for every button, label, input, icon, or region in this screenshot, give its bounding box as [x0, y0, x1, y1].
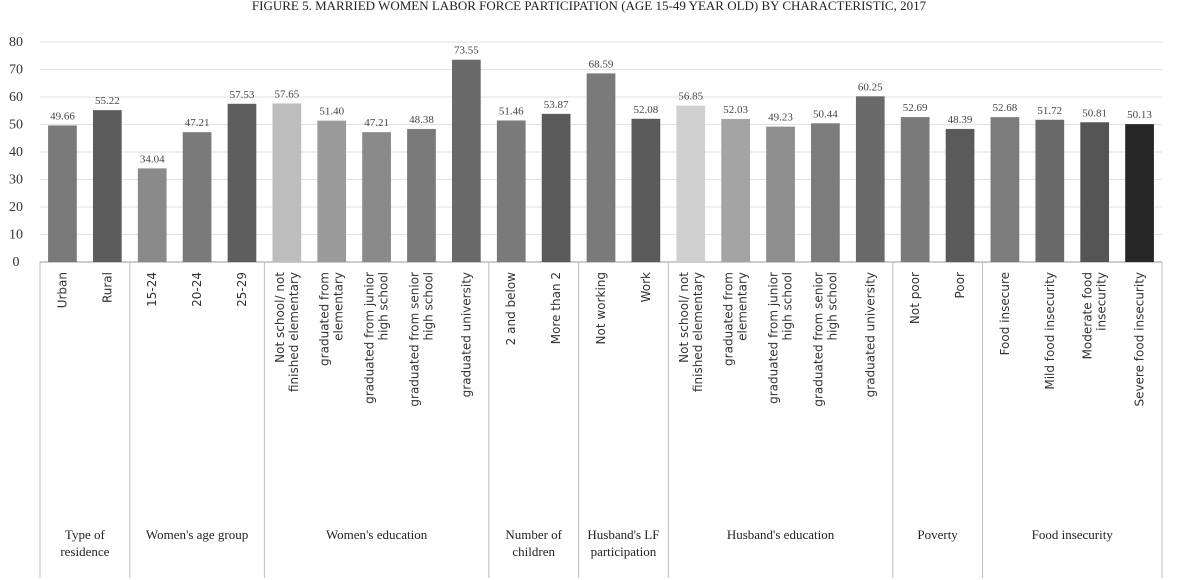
data-label: 52.68 [993, 102, 1018, 114]
category-label: 15-24 [145, 272, 159, 307]
data-label: 57.65 [274, 88, 299, 100]
bar-0-0 [48, 125, 77, 262]
bar-3-0 [496, 120, 526, 263]
bar-0-1 [92, 110, 122, 262]
category-label: 20-24 [190, 272, 204, 307]
category-label: Not school/ notfinished elementary [273, 272, 301, 392]
group-label: Husband's LF participation [587, 527, 659, 559]
group-label: Husband's education [727, 527, 835, 542]
category-label: Severe food insecurity [1133, 272, 1147, 407]
category-label: Rural [100, 272, 114, 303]
bar-2-0 [272, 103, 302, 263]
bar-4-0 [586, 73, 616, 262]
data-label: 47.21 [364, 117, 389, 129]
data-label: 52.69 [903, 102, 928, 114]
category-label: Urban [55, 272, 69, 308]
group-label: Poverty [917, 527, 958, 542]
bar-4-1 [631, 118, 661, 262]
data-label: 56.85 [678, 91, 703, 103]
group-label: Women's age group [146, 527, 248, 542]
category-label: graduated university [459, 272, 473, 397]
bar-5-3 [811, 123, 840, 262]
category-label: Food insecure [998, 272, 1012, 355]
data-label: 34.04 [140, 153, 165, 165]
data-label: 48.39 [948, 114, 973, 126]
category-label: graduated from juniorhigh school [767, 272, 795, 404]
category-label: graduated from seniorhigh school [407, 272, 435, 407]
data-label: 50.13 [1127, 109, 1152, 121]
bar-6-1 [945, 128, 975, 262]
data-label: 49.23 [768, 112, 793, 124]
data-label: 51.72 [1037, 105, 1062, 117]
y-tick-label: 50 [9, 118, 23, 133]
group-label: Type of residence [60, 527, 109, 559]
data-label: 68.59 [589, 58, 614, 70]
y-tick-label: 10 [9, 228, 23, 243]
data-label: 51.40 [319, 106, 344, 118]
category-label: Not school/ notfinished elementary [677, 272, 705, 392]
y-tick-label: 70 [9, 63, 23, 78]
category-label: graduated fromelementary [722, 272, 750, 366]
category-label: graduated fromelementary [318, 272, 346, 366]
data-label: 60.25 [858, 81, 883, 93]
bar-5-1 [721, 118, 750, 262]
group-label: Women's education [326, 527, 428, 542]
data-label: 55.22 [95, 95, 120, 107]
bar-7-0 [990, 117, 1020, 262]
category-label: graduated from juniorhigh school [363, 272, 391, 404]
category-label: 25-29 [235, 272, 249, 307]
data-label: 47.21 [185, 117, 210, 129]
category-label: Not poor [908, 272, 922, 324]
bar-2-4 [452, 59, 481, 262]
data-label: 48.38 [409, 114, 434, 126]
category-label: graduated from seniorhigh school [811, 272, 839, 407]
axis-layer: 0 10 20 30 40 50 60 70 80 [9, 35, 1163, 578]
category-label: Moderate foodinsecurity [1081, 272, 1109, 359]
y-tick-label: 0 [13, 255, 20, 270]
bar-1-2 [227, 103, 257, 262]
category-label: Poor [953, 272, 967, 298]
bar-5-0 [676, 105, 706, 262]
bar-3-1 [541, 113, 571, 262]
bar-7-2 [1080, 122, 1110, 263]
groups-layer: Type of residence Women's age group Women's… [60, 527, 1113, 559]
group-label: Number of children [505, 527, 562, 559]
y-tick-label: 30 [9, 173, 23, 188]
bar-6-0 [900, 117, 930, 262]
bar-2-3 [407, 128, 436, 262]
group-label: Food insecurity [1032, 527, 1114, 542]
data-label: 52.03 [723, 104, 748, 116]
bar-2-1 [317, 120, 347, 263]
data-label: 51.46 [499, 105, 524, 117]
data-label: 50.44 [813, 108, 838, 120]
category-label: Not working [594, 272, 608, 344]
bar-2-2 [362, 132, 391, 262]
y-tick-label: 80 [9, 35, 23, 50]
y-tick-label: 20 [9, 200, 23, 215]
bar-7-1 [1035, 119, 1065, 263]
bar-5-4 [855, 96, 885, 262]
bar-5-2 [766, 126, 795, 263]
data-label: 53.87 [544, 99, 569, 111]
bar-1-1 [182, 132, 212, 262]
data-label: 50.81 [1082, 107, 1107, 119]
category-label: 2 and below [504, 272, 518, 346]
bar-7-3 [1125, 124, 1154, 262]
y-tick-label: 60 [9, 90, 23, 105]
data-label: 73.55 [454, 45, 479, 57]
data-label: 57.53 [230, 89, 255, 101]
data-label: 52.08 [634, 104, 659, 116]
labels-layer: 49.66 Urban 55.22 Rural 34.04 15-24 47.21 20-24… [50, 45, 1152, 407]
y-tick-label: 40 [9, 145, 23, 160]
category-label: Mild food insecurity [1043, 272, 1057, 390]
chart-title: FIGURE 5. MARRIED WOMEN LABOR FORCE PART… [252, 0, 927, 13]
bar-1-0 [137, 168, 167, 262]
category-label: Work [639, 272, 653, 302]
category-label: graduated university [863, 272, 877, 397]
category-label: More than 2 [549, 272, 563, 344]
bars-layer [48, 59, 1154, 263]
data-label: 49.66 [50, 110, 75, 122]
